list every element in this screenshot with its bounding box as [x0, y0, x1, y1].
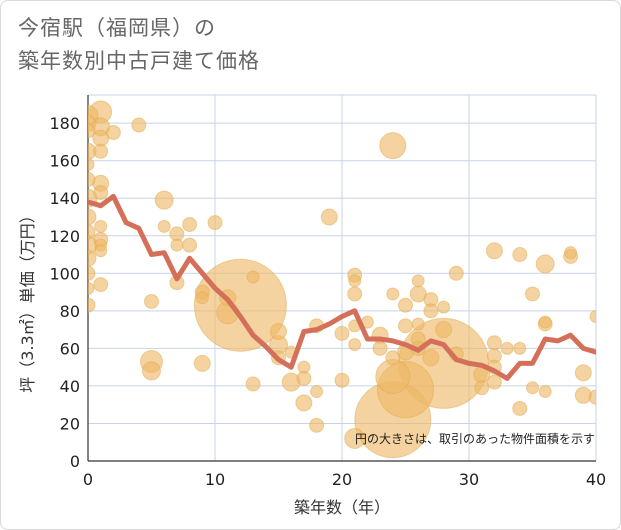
data-bubble	[500, 341, 514, 355]
data-bubble	[193, 354, 211, 372]
x-tick-label: 30	[459, 470, 479, 489]
data-bubble	[207, 215, 223, 231]
data-bubble	[144, 293, 159, 309]
data-bubble	[474, 380, 490, 396]
y-tick-label: 120	[49, 227, 80, 246]
y-tick-label: 160	[49, 152, 80, 171]
data-bubble	[193, 258, 287, 352]
data-bubble	[379, 132, 407, 160]
data-bubble	[94, 244, 108, 258]
data-bubble	[423, 303, 439, 319]
data-bubble	[195, 291, 209, 305]
data-bubble	[386, 287, 400, 301]
average-price-line	[88, 193, 596, 381]
bubble-series	[88, 100, 596, 459]
data-bubble	[589, 309, 596, 323]
y-tick-label: 40	[60, 377, 80, 396]
data-bubble	[88, 249, 97, 267]
y-tick-label: 20	[60, 414, 80, 433]
y-tick-label: 180	[49, 114, 80, 133]
data-bubble	[88, 157, 95, 171]
x-tick-label: 40	[586, 470, 606, 489]
data-bubble	[411, 317, 425, 331]
data-bubble	[422, 349, 440, 367]
data-bubble	[513, 341, 527, 355]
data-bubble	[512, 247, 528, 263]
y-tick-label: 60	[60, 339, 80, 358]
data-bubble	[512, 400, 528, 416]
x-axis-label: 築年数（年）	[294, 498, 390, 517]
data-bubble	[142, 361, 161, 381]
data-bubble	[88, 265, 96, 281]
data-bubble	[154, 190, 174, 210]
axis-ticks: 0 20 40 60 80 100 120 140 160 180 0 10 20 30 40	[49, 114, 606, 489]
data-bubble	[485, 242, 503, 260]
data-bubble	[411, 274, 425, 288]
y-tick-label: 140	[49, 189, 80, 208]
data-bubble	[334, 372, 350, 388]
data-bubble	[297, 360, 311, 374]
data-bubble	[88, 171, 96, 187]
data-bubble	[334, 325, 350, 341]
x-tick-label: 10	[205, 470, 225, 489]
x-tick-label: 0	[83, 470, 93, 489]
data-bubble	[245, 376, 261, 392]
data-bubble	[538, 315, 552, 329]
y-axis-label: 坪（3.3㎡）単価（万円）	[18, 207, 37, 392]
data-bubble	[574, 364, 592, 382]
data-bubble	[309, 417, 325, 433]
data-bubble	[344, 427, 366, 449]
data-bubble	[448, 265, 464, 281]
data-bubble	[348, 274, 362, 288]
y-tick-label: 0	[70, 452, 80, 471]
data-bubble	[437, 300, 451, 314]
data-bubble	[88, 123, 96, 139]
data-bubble	[538, 385, 552, 399]
chart-title-line-1: 今宿駅（福岡県）の	[18, 16, 216, 40]
chart-title: 今宿駅（福岡県）の 築年数別中古戸建て価格	[18, 12, 260, 78]
data-bubble	[435, 321, 453, 339]
data-bubble	[310, 385, 324, 399]
data-bubble	[94, 219, 108, 233]
data-bubble	[526, 381, 539, 395]
data-bubble	[525, 286, 540, 302]
data-bubble	[88, 281, 95, 295]
data-bubble	[385, 350, 401, 366]
data-bubble	[588, 389, 596, 405]
data-bubble	[246, 270, 260, 284]
data-bubble	[347, 286, 363, 302]
data-bubble	[88, 208, 97, 226]
data-bubble	[88, 224, 96, 240]
data-bubble	[295, 394, 313, 412]
data-bubble	[372, 340, 388, 356]
data-bubble	[157, 219, 171, 233]
x-tick-label: 20	[332, 470, 352, 489]
data-bubble	[93, 277, 109, 293]
data-bubble	[131, 117, 147, 133]
data-bubble	[105, 125, 121, 141]
data-bubble	[348, 338, 362, 352]
data-bubble	[564, 246, 578, 260]
data-bubble	[320, 208, 338, 226]
data-bubble	[182, 237, 198, 253]
y-tick-label: 80	[60, 302, 80, 321]
data-bubble	[398, 318, 413, 334]
bubble-size-note: 円の大きさは、取引のあった物件面積を示す	[355, 431, 595, 446]
data-bubble	[182, 217, 198, 233]
data-bubble	[535, 254, 555, 274]
data-bubble	[170, 238, 184, 252]
data-bubble	[398, 297, 413, 313]
data-bubble	[93, 185, 109, 201]
data-bubble	[88, 297, 96, 313]
data-bubble	[486, 374, 502, 390]
chart-title-line-2: 築年数別中古戸建て価格	[18, 49, 260, 73]
data-bubble	[93, 143, 109, 159]
y-tick-label: 100	[49, 264, 80, 283]
data-bubble	[270, 322, 287, 340]
average-line-series	[88, 193, 596, 381]
data-bubble	[486, 335, 502, 351]
